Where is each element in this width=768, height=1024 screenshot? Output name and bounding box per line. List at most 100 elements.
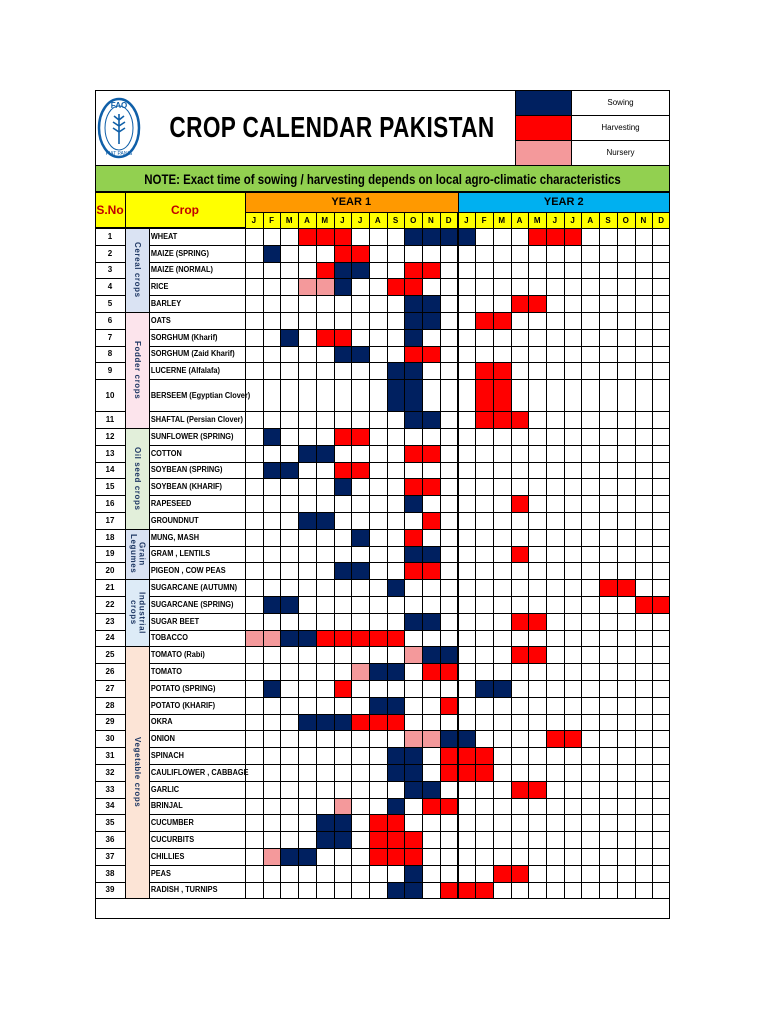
crop-number: 1 bbox=[107, 231, 113, 241]
crop-name: GRAM , LENTILS bbox=[150, 549, 211, 559]
crop-name: LUCERNE (Alfalafa) bbox=[150, 366, 220, 376]
month-header: A bbox=[587, 215, 594, 225]
month-header: S bbox=[392, 215, 399, 225]
crop-name: RICE bbox=[150, 282, 169, 292]
month-header: M bbox=[533, 215, 541, 225]
crop-name: CUCUMBER bbox=[150, 818, 194, 828]
crop-number: 32 bbox=[105, 767, 115, 777]
crop-name: POTATO (KHARIF) bbox=[150, 700, 216, 710]
fao-logo bbox=[97, 96, 141, 160]
legend-label-harvesting: Harvesting bbox=[601, 123, 640, 132]
month-header: M bbox=[321, 215, 329, 225]
crop-number: 16 bbox=[105, 499, 115, 509]
crop-name: BRINJAL bbox=[150, 801, 183, 811]
crop-name: SOYBEAN (SPRING) bbox=[150, 465, 223, 475]
month-header: D bbox=[445, 215, 452, 225]
crop-number: 38 bbox=[105, 868, 115, 878]
crop-name: CHILLIES bbox=[150, 851, 185, 861]
month-header: F bbox=[481, 215, 487, 225]
crop-number: 37 bbox=[105, 851, 115, 861]
month-header: M bbox=[498, 215, 506, 225]
crop-name: OKRA bbox=[150, 717, 173, 727]
month-header: A bbox=[304, 215, 310, 225]
crop-number: 12 bbox=[105, 431, 115, 441]
crop-number: 17 bbox=[105, 515, 115, 525]
crop-name: COTTON bbox=[150, 448, 182, 458]
page-title: CROP CALENDAR PAKISTAN bbox=[169, 111, 495, 144]
month-header: J bbox=[251, 215, 257, 225]
crop-number: 26 bbox=[105, 667, 115, 677]
crop-name: POTATO (SPRING) bbox=[150, 683, 216, 693]
crop-name: RAPESEED bbox=[150, 499, 192, 509]
crop-name: RADISH , TURNIPS bbox=[150, 885, 218, 895]
crop-number: 29 bbox=[105, 717, 115, 727]
crop-number: 5 bbox=[107, 299, 113, 309]
month-header: O bbox=[410, 215, 417, 225]
crop-name: TOMATO (Rabi) bbox=[150, 650, 205, 660]
crop-number: 21 bbox=[105, 583, 115, 593]
crop-number: 2 bbox=[107, 248, 113, 258]
crop-number: 20 bbox=[105, 566, 115, 576]
crop-name: CUCURBITS bbox=[150, 835, 195, 845]
crop-number: 39 bbox=[105, 885, 115, 895]
crop-calendar: FAO FIAT PANIS CROP CALENDAR PAKISTAN Sowin… bbox=[95, 90, 670, 919]
sno-header: S.No bbox=[96, 203, 124, 217]
category-label: Oil seed crops bbox=[133, 446, 143, 511]
crop-name: SUNFLOWER (SPRING) bbox=[150, 431, 234, 441]
month-header: J bbox=[340, 215, 345, 225]
crop-number: 25 bbox=[105, 650, 115, 660]
legend-label-nursery: Nursery bbox=[606, 148, 635, 157]
month-header: J bbox=[357, 215, 363, 225]
note-bar bbox=[95, 165, 670, 192]
month-header: O bbox=[622, 215, 629, 225]
month-header: A bbox=[516, 215, 523, 225]
category-label: Industrial crops bbox=[129, 591, 147, 634]
fao-logo-text: FAO bbox=[110, 100, 128, 110]
crop-number: 34 bbox=[105, 801, 115, 811]
category-cell bbox=[125, 646, 150, 900]
crop-header-cell bbox=[125, 192, 246, 228]
crop-number: 9 bbox=[107, 366, 113, 376]
crop-name: WHEAT bbox=[150, 231, 178, 241]
category-label: Fodder crops bbox=[133, 340, 143, 400]
crop-number: 15 bbox=[105, 482, 115, 492]
category-cell bbox=[125, 528, 150, 581]
crop-name: BARLEY bbox=[150, 299, 182, 309]
crop-name: SUGARCANE (AUTUMN) bbox=[150, 583, 238, 593]
crop-number: 31 bbox=[105, 751, 115, 761]
crop-number: 6 bbox=[107, 315, 113, 325]
year1-header: YEAR 1 bbox=[331, 196, 372, 208]
month-header: N bbox=[428, 215, 434, 225]
crop-number: 23 bbox=[105, 616, 115, 626]
year2-header: YEAR 2 bbox=[543, 196, 584, 208]
crop-number: 19 bbox=[105, 549, 115, 559]
crop-name: MAIZE (NORMAL) bbox=[150, 265, 213, 275]
crop-number: 27 bbox=[105, 683, 115, 693]
crop-name: PEAS bbox=[150, 868, 171, 878]
crop-number: 18 bbox=[105, 532, 115, 542]
month-header: N bbox=[640, 215, 647, 225]
crop-number: 28 bbox=[105, 700, 115, 710]
calendar-border bbox=[95, 90, 670, 919]
crop-name: MUNG, MASH bbox=[150, 532, 200, 542]
crop-name: CAULIFLOWER , CABBAGE bbox=[150, 767, 249, 777]
crop-header: Crop bbox=[171, 203, 199, 217]
crop-name: GARLIC bbox=[150, 784, 180, 794]
category-label: Grain Legumes bbox=[129, 534, 147, 574]
crop-name: PIGEON , COW PEAS bbox=[150, 566, 226, 576]
month-header: M bbox=[285, 215, 293, 225]
crop-number: 11 bbox=[105, 415, 115, 425]
crop-number: 30 bbox=[105, 734, 115, 744]
crop-number: 14 bbox=[105, 465, 115, 475]
crop-name: SORGHUM (Zaid Kharif) bbox=[150, 349, 235, 359]
category-label: Cereal crops bbox=[133, 242, 143, 298]
crop-name: SOYBEAN (KHARIF) bbox=[150, 482, 222, 492]
month-header: J bbox=[552, 215, 558, 225]
month-cell bbox=[652, 881, 670, 900]
crop-number: 8 bbox=[107, 349, 113, 359]
crop-number: 10 bbox=[105, 390, 115, 400]
crop-name: SHAFTAL (Persian Clover) bbox=[150, 415, 243, 425]
crop-name: TOBACCO bbox=[150, 633, 188, 643]
crop-name: GROUNDNUT bbox=[150, 515, 199, 525]
legend-label-sowing: Sowing bbox=[607, 98, 634, 107]
